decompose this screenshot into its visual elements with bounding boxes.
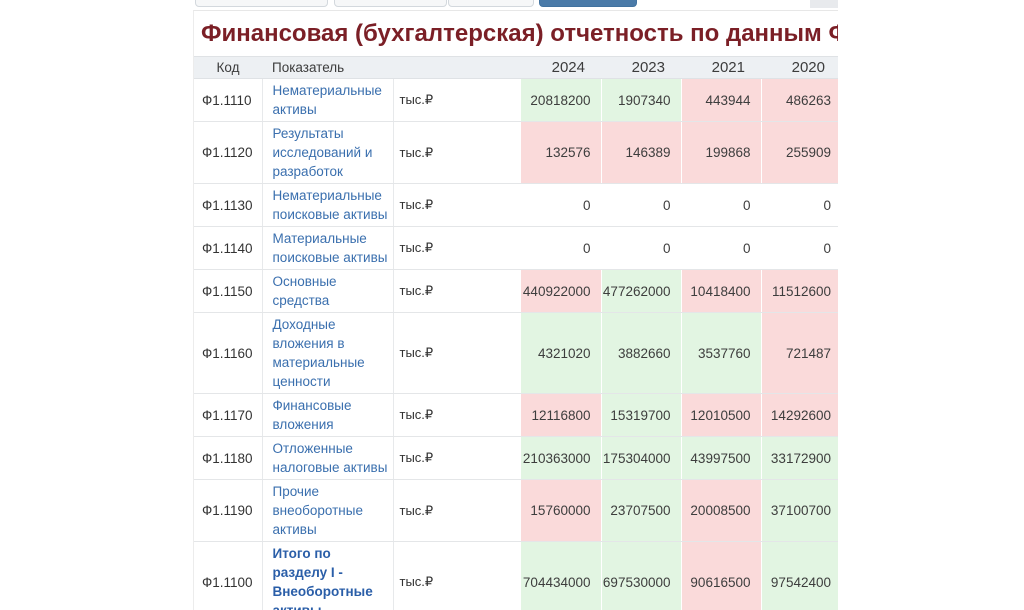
row-code: Ф1.1120 [194,122,262,184]
value-cell: 0 [681,227,761,270]
row-unit: тыс.₽ [393,122,520,184]
value-cell: 20008500 [681,480,761,542]
column-header-year: 2023 [601,57,681,79]
value-cell: 23707500 [601,480,681,542]
indicator-link[interactable]: Доходные вложения в материальные ценност… [273,315,389,391]
toolbar-fragment [810,0,838,8]
row-unit: тыс.₽ [393,542,520,610]
value-cell: 20818200 [520,79,601,122]
column-header-unit [393,57,520,79]
column-header-code: Код [194,57,262,79]
value-cell: 704434000 [520,542,601,610]
value-cell: 37100700 [761,480,838,542]
indicator-link[interactable]: Основные средства [273,272,389,310]
value-cell: 0 [681,184,761,227]
value-cell: 199868 [681,122,761,184]
value-cell: 4321020 [520,313,601,394]
value-cell: 43997500 [681,437,761,480]
toolbar-button[interactable] [448,0,534,7]
value-cell: 721487 [761,313,838,394]
indicator-link[interactable]: Финансовые вложения [273,396,389,434]
value-cell: 0 [601,184,681,227]
value-cell: 3537760 [681,313,761,394]
table-row: Ф1.1120 Результаты исследований и разраб… [194,122,838,184]
value-cell: 440922000 [520,270,601,313]
table-row: Ф1.1170 Финансовые вложения тыс.₽ 121168… [194,394,838,437]
value-cell: 12116800 [520,394,601,437]
value-cell: 97542400 [761,542,838,610]
indicator-link[interactable]: Нематериальные поисковые активы [273,186,389,224]
value-cell: 10418400 [681,270,761,313]
value-cell: 1907340 [601,79,681,122]
table-row: Ф1.1110 Нематериальные активы тыс.₽ 2081… [194,79,838,122]
value-cell: 33172900 [761,437,838,480]
row-code: Ф1.1160 [194,313,262,394]
row-unit: тыс.₽ [393,227,520,270]
report-card: Финансовая (бухгалтерская) отчетность по… [193,10,838,610]
toolbar-button[interactable] [195,0,328,7]
page-title: Финансовая (бухгалтерская) отчетность по… [201,21,838,47]
value-cell: 477262000 [601,270,681,313]
financial-table: Код Показатель 2024 2023 2021 2020 Ф1.11… [194,56,838,610]
toolbar-primary-button[interactable] [539,0,637,7]
value-cell: 443944 [681,79,761,122]
value-cell: 12010500 [681,394,761,437]
row-unit: тыс.₽ [393,270,520,313]
value-cell: 697530000 [601,542,681,610]
toolbar-button[interactable] [334,0,447,7]
column-header-indicator: Показатель [262,57,393,79]
table-row: Ф1.1140 Материальные поисковые активы ты… [194,227,838,270]
column-header-year: 2024 [520,57,601,79]
row-code: Ф1.1170 [194,394,262,437]
table-row: Ф1.1180 Отложенные налоговые активы тыс.… [194,437,838,480]
table-row: Ф1.1150 Основные средства тыс.₽ 44092200… [194,270,838,313]
row-code: Ф1.1110 [194,79,262,122]
value-cell: 90616500 [681,542,761,610]
value-cell: 0 [520,184,601,227]
row-unit: тыс.₽ [393,184,520,227]
row-unit: тыс.₽ [393,79,520,122]
value-cell: 14292600 [761,394,838,437]
row-code: Ф1.1140 [194,227,262,270]
indicator-link[interactable]: Итого по разделу I - Внеоборотные активы [273,544,389,610]
column-header-year: 2021 [681,57,761,79]
value-cell: 11512600 [761,270,838,313]
row-unit: тыс.₽ [393,480,520,542]
value-cell: 0 [761,227,838,270]
table-row: Ф1.1160 Доходные вложения в материальные… [194,313,838,394]
value-cell: 132576 [520,122,601,184]
row-unit: тыс.₽ [393,394,520,437]
indicator-link[interactable]: Нематериальные активы [273,81,389,119]
table-row-total: Ф1.1100 Итого по разделу I - Внеоборотны… [194,542,838,610]
column-header-year: 2020 [761,57,838,79]
value-cell: 146389 [601,122,681,184]
value-cell: 255909 [761,122,838,184]
table-row: Ф1.1190 Прочие внеоборотные активы тыс.₽… [194,480,838,542]
indicator-link[interactable]: Отложенные налоговые активы [273,439,389,477]
row-code: Ф1.1190 [194,480,262,542]
value-cell: 210363000 [520,437,601,480]
value-cell: 0 [761,184,838,227]
row-unit: тыс.₽ [393,313,520,394]
value-cell: 175304000 [601,437,681,480]
value-cell: 15319700 [601,394,681,437]
indicator-link[interactable]: Результаты исследований и разработок [273,124,389,181]
row-code: Ф1.1150 [194,270,262,313]
value-cell: 0 [601,227,681,270]
value-cell: 15760000 [520,480,601,542]
indicator-link[interactable]: Прочие внеоборотные активы [273,482,389,539]
row-code: Ф1.1100 [194,542,262,610]
value-cell: 486263 [761,79,838,122]
value-cell: 3882660 [601,313,681,394]
indicator-link[interactable]: Материальные поисковые активы [273,229,389,267]
value-cell: 0 [520,227,601,270]
table-header-row: Код Показатель 2024 2023 2021 2020 [194,57,838,79]
row-code: Ф1.1130 [194,184,262,227]
row-unit: тыс.₽ [393,437,520,480]
table-row: Ф1.1130 Нематериальные поисковые активы … [194,184,838,227]
row-code: Ф1.1180 [194,437,262,480]
